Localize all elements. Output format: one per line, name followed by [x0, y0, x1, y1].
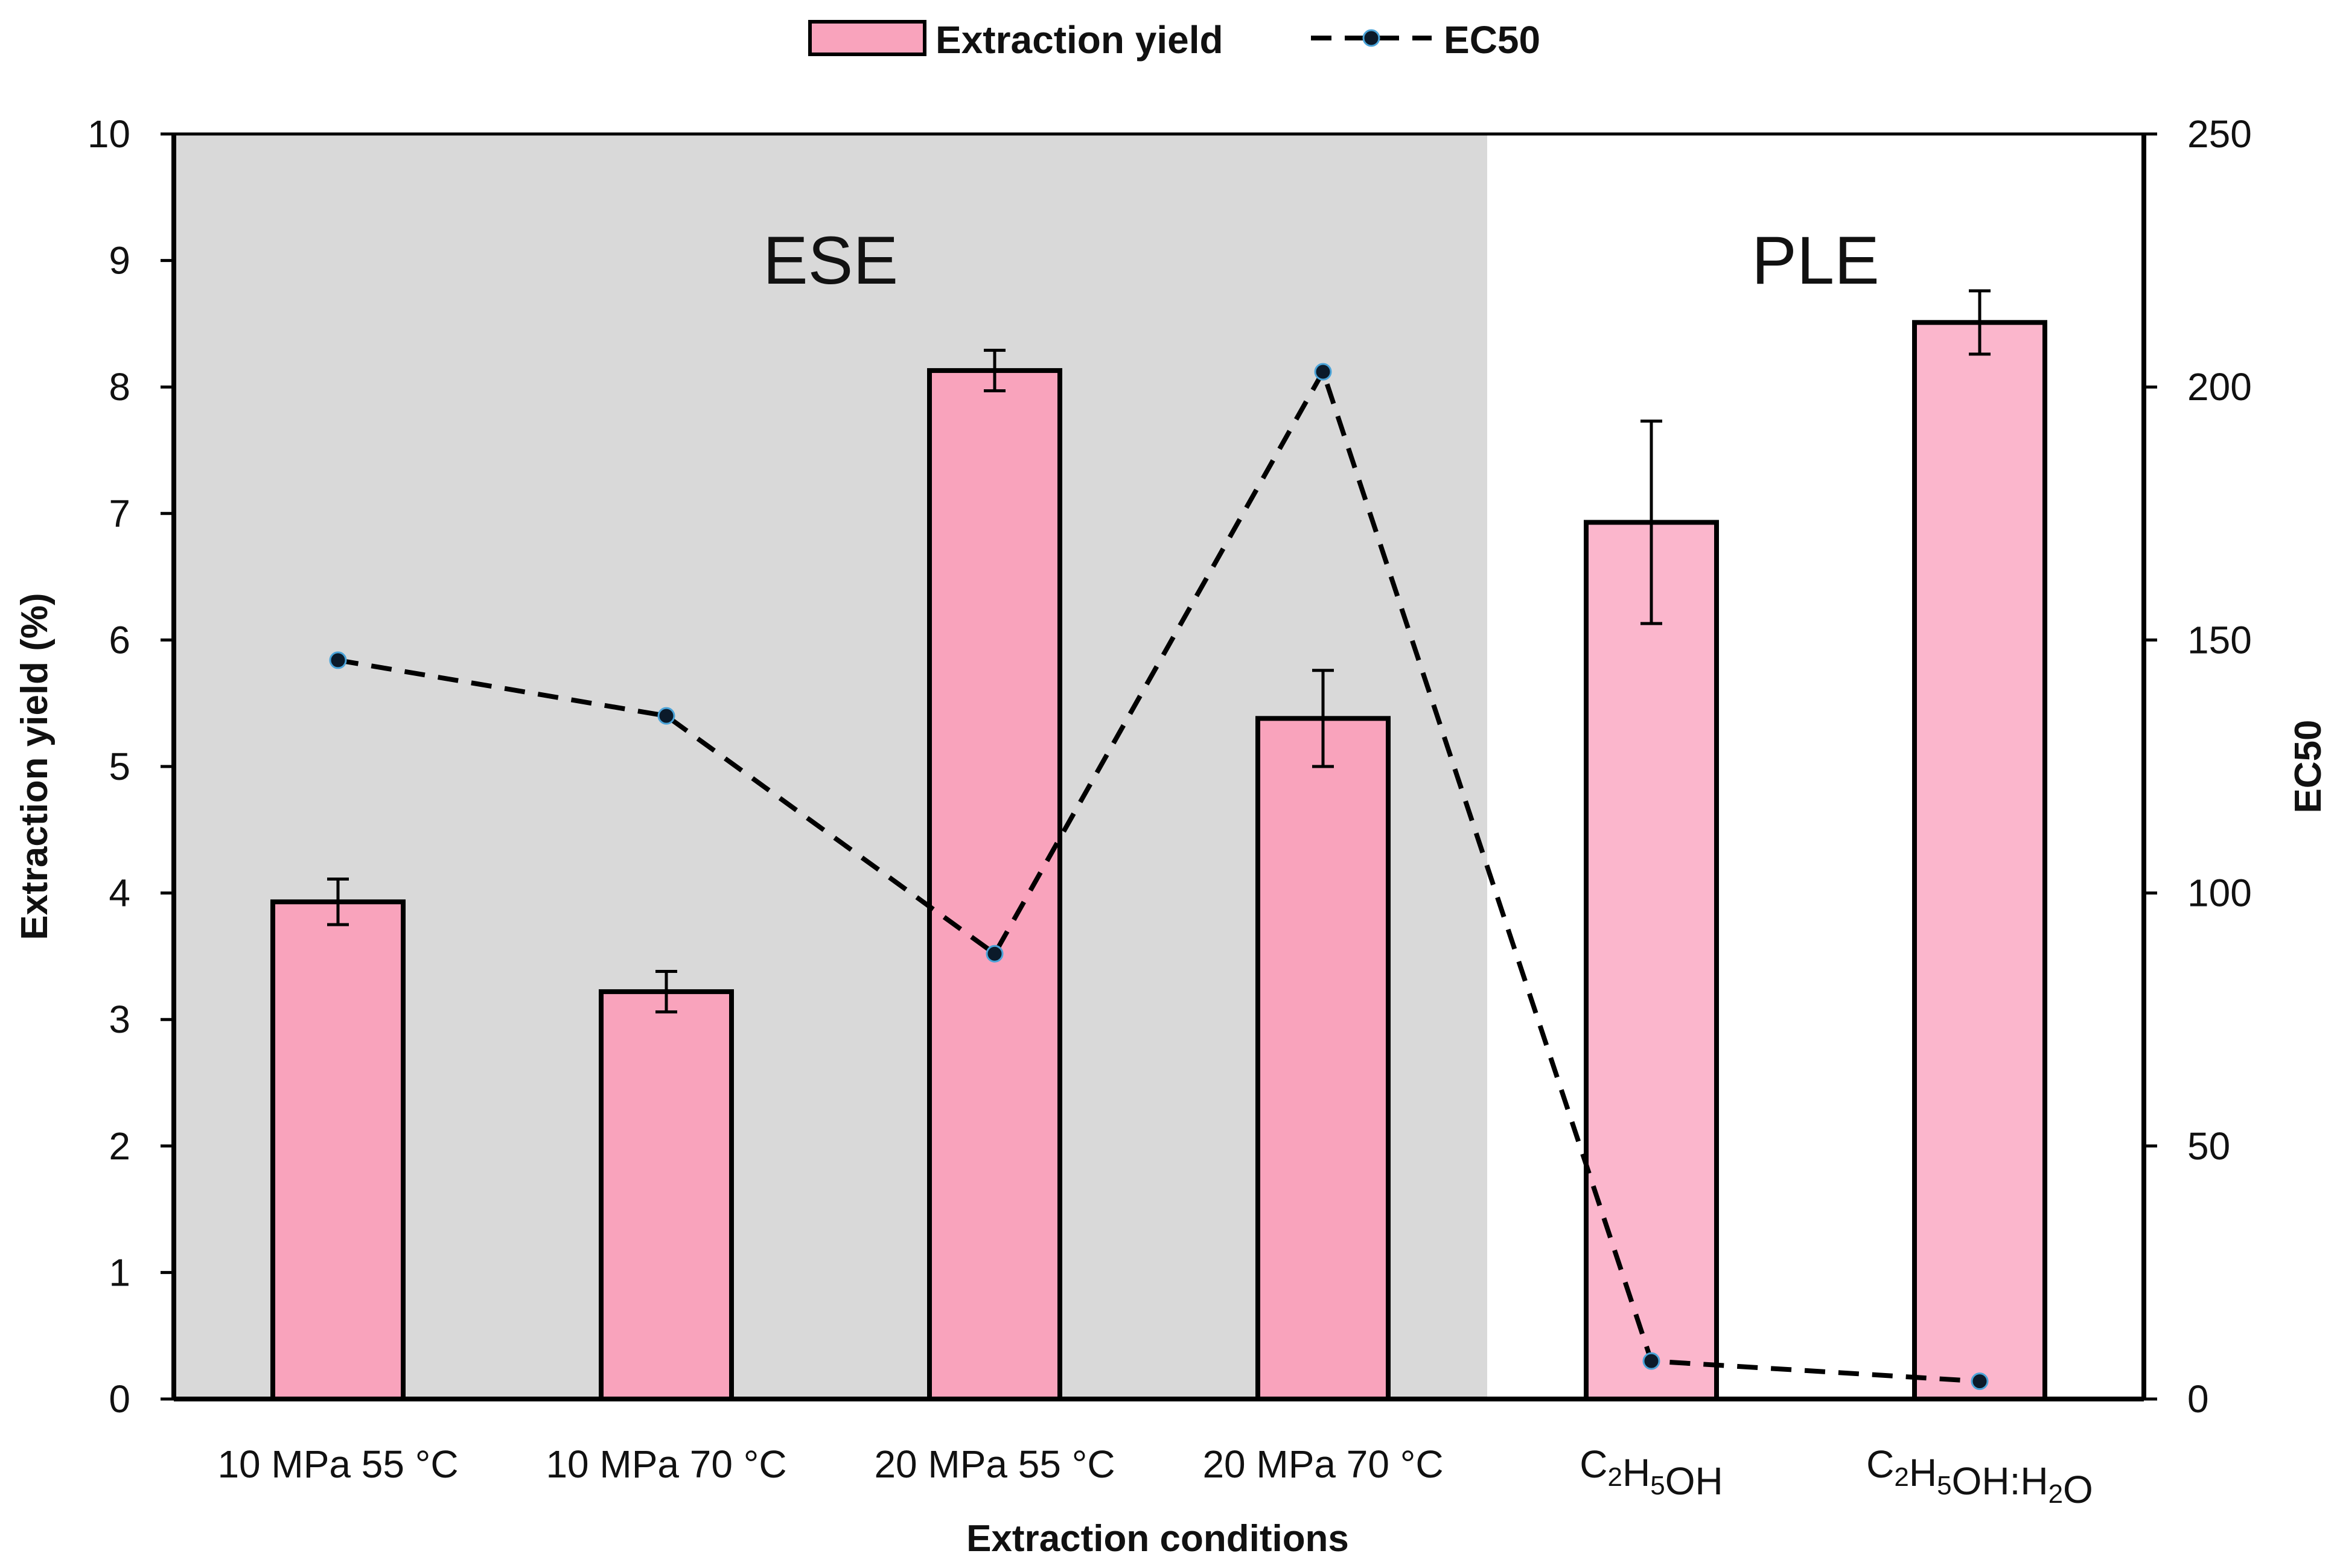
legend-label-line: EC50 — [1444, 18, 1540, 62]
x-axis-tick-labels: 10 MPa 55 °C 10 MPa 70 °C 20 MPa 55 °C 20 M… — [217, 1442, 2093, 1511]
y-tick-label: 10 — [88, 112, 130, 156]
ec50-point-1 — [657, 707, 675, 725]
region-label-ese: ESE — [763, 223, 898, 298]
x-axis-title: Extraction conditions — [966, 1518, 1349, 1560]
x-tick-label-5: C2H5OH:H2O — [1866, 1442, 2093, 1511]
left-axis-ticks: 0 1 2 3 4 5 6 7 8 9 10 — [88, 112, 174, 1421]
bar-0 — [270, 899, 406, 1401]
y-tick-label: 5 — [109, 745, 130, 788]
x-tick-label-4: C2H5OH — [1580, 1442, 1723, 1503]
ec50-point-3 — [1314, 363, 1332, 381]
y-tick-label: 1 — [109, 1251, 130, 1294]
bar-2 — [927, 368, 1062, 1401]
region-label-ple: PLE — [1752, 223, 1879, 298]
bar-series — [270, 320, 2047, 1402]
ec50-point-4 — [1642, 1352, 1660, 1370]
y-axis-title: Extraction yield (%) — [14, 593, 56, 940]
y2-tick-label: 0 — [2187, 1377, 2209, 1421]
ec50-series — [329, 363, 1989, 1391]
y2-tick-label: 250 — [2187, 112, 2252, 156]
legend-label-bar: Extraction yield — [936, 18, 1223, 62]
ec50-point-2 — [986, 945, 1004, 963]
y-tick-label: 3 — [109, 998, 130, 1041]
x-tick-label-3: 20 MPa 70 °C — [1202, 1442, 1443, 1486]
region-labels: ESE PLE — [763, 223, 1879, 298]
ec50-line — [337, 366, 1980, 1384]
ec50-point-5 — [1971, 1372, 1989, 1391]
y2-tick-label: 50 — [2187, 1124, 2230, 1168]
bar-1 — [599, 989, 734, 1401]
y2-tick-label: 200 — [2187, 365, 2252, 409]
y2-tick-label: 150 — [2187, 618, 2252, 661]
y-tick-label: 4 — [109, 872, 130, 915]
region-shading — [174, 134, 2144, 1399]
error-bars — [327, 289, 1991, 1014]
y2-tick-label: 100 — [2187, 872, 2252, 915]
right-axis-ticks: 0 50 100 150 200 250 — [2144, 112, 2252, 1421]
x-tick-label-2: 20 MPa 55 °C — [874, 1442, 1115, 1486]
y-tick-label: 7 — [109, 492, 130, 535]
ec50-point-0 — [329, 651, 347, 669]
legend: Extraction yield EC50 — [808, 18, 1540, 62]
legend-swatch-marker — [1362, 29, 1380, 47]
x-tick-label-0: 10 MPa 55 °C — [217, 1442, 458, 1486]
y-tick-label: 2 — [109, 1124, 130, 1168]
bar-5 — [1912, 320, 2047, 1402]
y2-axis-title: EC50 — [2288, 719, 2329, 813]
bar-4 — [1584, 520, 1719, 1401]
legend-swatch-bar — [808, 20, 926, 56]
y-tick-label: 9 — [109, 239, 130, 282]
y-tick-label: 6 — [109, 618, 130, 661]
x-tick-label-1: 10 MPa 70 °C — [546, 1442, 786, 1486]
bar-3 — [1255, 716, 1391, 1401]
y-tick-label: 0 — [109, 1377, 130, 1421]
y-tick-label: 8 — [109, 365, 130, 409]
